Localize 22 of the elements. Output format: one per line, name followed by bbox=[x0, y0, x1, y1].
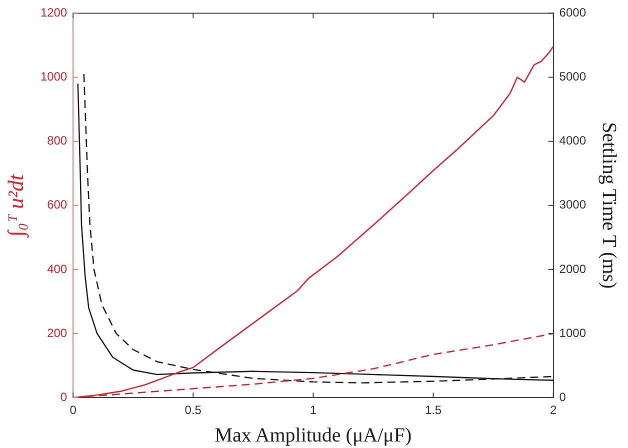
x-tick-label: 0.5 bbox=[184, 403, 202, 418]
y2-tick-label: 1000 bbox=[559, 326, 586, 340]
y-tick-label: 800 bbox=[47, 134, 68, 148]
y-axis-title: ∫₀ᵀ u²dt bbox=[2, 173, 29, 239]
x-tick-label: 1 bbox=[310, 403, 317, 418]
y2-axis-title: Settling Time T (ms) bbox=[598, 122, 620, 289]
y2-tick-label: 5000 bbox=[559, 70, 586, 84]
y-tick-label: 0 bbox=[60, 390, 68, 404]
y-tick-label: 200 bbox=[47, 326, 68, 340]
y-tick-label: 1200 bbox=[40, 6, 68, 20]
x-tick-label: 1.5 bbox=[424, 403, 442, 418]
y2-tick-label: 3000 bbox=[559, 198, 586, 212]
x-tick-label: 0 bbox=[70, 403, 77, 418]
y2-tick-label: 0 bbox=[559, 390, 566, 404]
x-tick-label: 2 bbox=[550, 403, 557, 418]
y-tick-label: 400 bbox=[47, 262, 68, 276]
y-tick-label: 1000 bbox=[40, 70, 68, 84]
y2-tick-label: 6000 bbox=[559, 6, 586, 20]
y-tick-label: 600 bbox=[47, 198, 68, 212]
y2-tick-label: 4000 bbox=[559, 134, 586, 148]
y2-tick-label: 2000 bbox=[559, 262, 586, 276]
x-axis-title: Max Amplitude (μA/μF) bbox=[214, 424, 412, 446]
